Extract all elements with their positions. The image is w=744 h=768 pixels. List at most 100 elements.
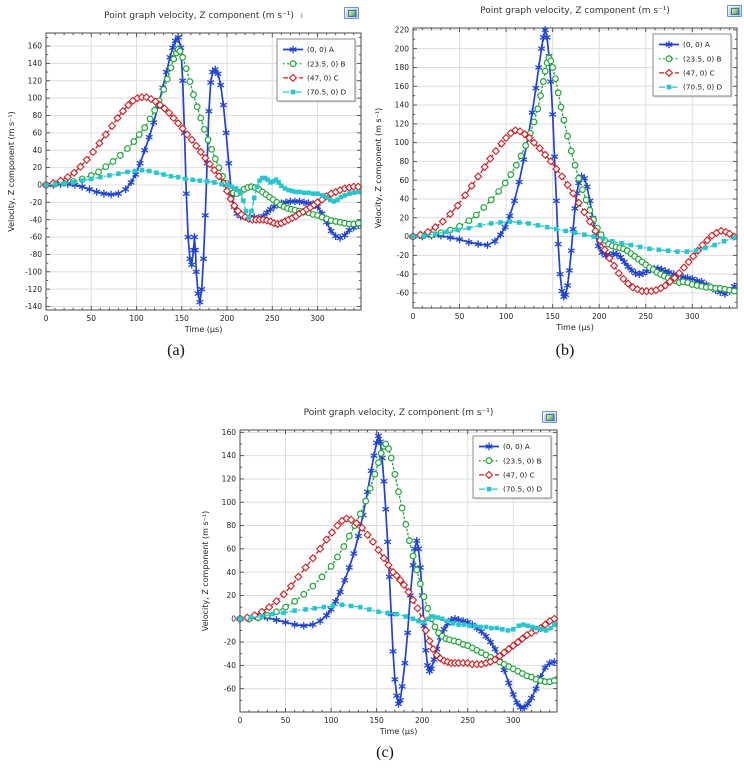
y-tick-label: 80 [226, 521, 236, 530]
diamond-marker [431, 223, 440, 232]
diamond-marker [511, 126, 520, 135]
asterisk-marker [485, 442, 493, 451]
diamond-marker [82, 155, 91, 164]
chart-title: Point graph velocity, Z component (m s⁻¹… [104, 11, 303, 21]
circle-marker [208, 145, 216, 153]
diamond-marker [509, 641, 518, 650]
diamond-marker [187, 135, 196, 144]
asterisk-marker [141, 146, 149, 155]
square-marker [98, 174, 103, 180]
square-marker [455, 227, 460, 233]
y-tick-label: 20 [32, 163, 42, 172]
square-marker [666, 84, 672, 90]
circle-marker [130, 138, 138, 145]
diamond-marker [413, 604, 422, 613]
square-marker [229, 184, 234, 189]
square-marker [572, 230, 578, 236]
diamond-marker [484, 470, 494, 480]
y-tick-label: -60 [30, 233, 42, 242]
square-marker [312, 605, 317, 611]
diamond-marker [155, 100, 165, 110]
circle-marker [345, 532, 353, 540]
square-marker [175, 174, 181, 180]
square-marker [693, 248, 699, 253]
asterisk-marker [501, 223, 509, 231]
asterisk-marker [217, 81, 225, 89]
circle-marker [385, 445, 392, 453]
square-marker [478, 624, 483, 630]
figure-label-b: (b) [555, 342, 575, 359]
square-marker [327, 197, 333, 203]
asterisk-marker [281, 618, 290, 627]
asterisk-marker [558, 287, 566, 295]
chart-canvas-a: 0 50 100 150 200 250 300-140-120-100-80-60-40-… [7, 11, 363, 334]
diamond-marker [623, 279, 633, 288]
diamond-marker [279, 590, 288, 599]
asterisk-marker [616, 253, 625, 262]
asterisk-marker [549, 110, 557, 119]
square-marker [331, 199, 337, 204]
y-tick-label: -20 [30, 198, 42, 207]
square-marker [435, 615, 440, 620]
square-marker [548, 625, 553, 631]
asterisk-marker [565, 266, 574, 275]
asterisk-marker [219, 101, 228, 109]
asterisk-marker [505, 679, 513, 687]
plot-frame [239, 429, 558, 713]
square-marker [433, 231, 438, 237]
circle-marker [480, 204, 488, 211]
circle-marker [420, 593, 428, 601]
square-marker [254, 184, 260, 189]
asterisk-marker [179, 76, 187, 85]
diamond-marker [95, 139, 104, 148]
asterisk-marker [532, 84, 540, 92]
square-marker [346, 191, 352, 196]
square-marker [251, 195, 257, 201]
asterisk-marker [528, 108, 536, 117]
diamond-marker [107, 121, 117, 131]
y-tick-label: 160 [28, 42, 43, 51]
diamond-marker [124, 100, 133, 110]
y-tick-label: -40 [224, 661, 236, 670]
square-marker [500, 626, 505, 632]
asterisk-marker [550, 152, 559, 161]
circle-marker [193, 103, 201, 111]
diamond-marker [540, 620, 550, 629]
asterisk-marker [510, 197, 519, 205]
square-marker [494, 625, 500, 631]
circle-marker [530, 118, 538, 126]
circle-marker [495, 188, 503, 195]
square-marker [731, 235, 737, 240]
circle-marker [179, 53, 187, 61]
square-marker [168, 173, 174, 179]
circle-marker [109, 158, 117, 165]
asterisk-marker [127, 178, 135, 187]
x-tick-label: 250 [461, 716, 476, 725]
x-tick-label: 200 [415, 716, 430, 725]
x-axis-label: Time (µs) [379, 727, 418, 736]
square-marker [535, 223, 541, 228]
circle-marker [554, 89, 562, 97]
diamond-marker [665, 277, 675, 286]
square-marker [410, 234, 416, 239]
circle-marker [567, 147, 575, 155]
legend-entry: (70.5, 0) D [307, 88, 347, 97]
square-marker [684, 249, 690, 254]
x-tick-label: 0 [238, 716, 243, 725]
plot-frame [45, 32, 362, 311]
asterisk-marker [541, 26, 549, 34]
square-marker [563, 228, 568, 234]
diamond-marker [480, 162, 489, 172]
asterisk-marker [567, 246, 575, 255]
y-tick-label: 40 [226, 568, 236, 577]
asterisk-marker [543, 33, 551, 42]
square-marker [554, 226, 559, 232]
square-marker [498, 220, 503, 225]
diamond-marker [491, 146, 501, 156]
figure-label-a: (a) [167, 342, 185, 359]
square-marker [488, 221, 494, 226]
diamond-marker [467, 181, 476, 191]
diamond-marker [250, 611, 259, 620]
circle-marker [95, 168, 102, 176]
asterisk-marker [398, 682, 406, 691]
